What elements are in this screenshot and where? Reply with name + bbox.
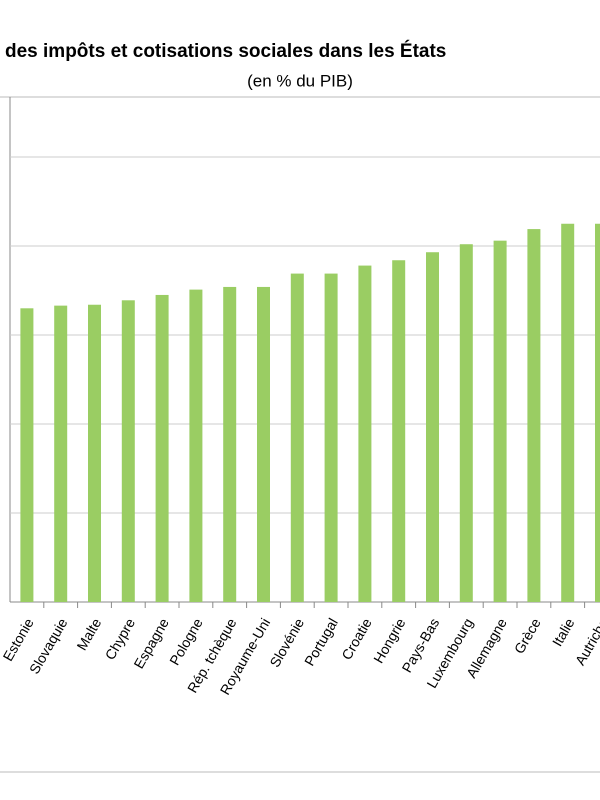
bar <box>20 308 34 602</box>
bar <box>358 265 372 602</box>
bar <box>290 273 304 602</box>
bar <box>121 300 135 602</box>
x-tick-label: Chypre <box>102 615 139 662</box>
x-tick-label: Grèce <box>511 615 544 656</box>
bar <box>561 223 575 602</box>
bar <box>189 289 203 602</box>
bar <box>426 252 439 603</box>
x-tick-label: Estonie <box>0 615 37 664</box>
bar <box>88 304 101 602</box>
bar <box>392 260 406 602</box>
bar <box>155 294 169 602</box>
x-tick-label: Malte <box>73 615 104 653</box>
bar <box>223 286 237 602</box>
bar <box>54 305 68 602</box>
x-tick-label: Croatie <box>338 615 375 662</box>
bar <box>595 223 600 602</box>
bar <box>459 244 473 602</box>
bar <box>257 286 270 602</box>
x-tick-label: Italie <box>549 615 578 649</box>
chart-title: des impôts et cotisations sociales dans … <box>5 40 446 62</box>
bar <box>493 240 507 602</box>
bar <box>527 229 541 602</box>
chart-subtitle: (en % du PIB) <box>247 71 353 90</box>
bar <box>324 273 338 602</box>
